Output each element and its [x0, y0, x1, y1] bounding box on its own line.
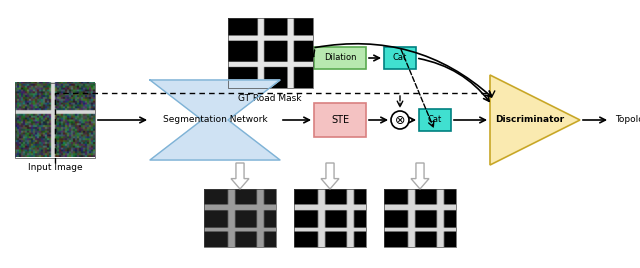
FancyBboxPatch shape — [314, 47, 366, 69]
Text: Cat: Cat — [393, 54, 407, 62]
Polygon shape — [490, 75, 580, 165]
Text: STE: STE — [331, 115, 349, 125]
Polygon shape — [150, 120, 280, 160]
Text: Input Image: Input Image — [28, 163, 83, 173]
Text: GT Road Mask: GT Road Mask — [238, 94, 301, 103]
Text: Topologically Correct?: Topologically Correct? — [615, 116, 640, 125]
Text: Cat: Cat — [428, 116, 442, 125]
FancyBboxPatch shape — [384, 47, 416, 69]
Polygon shape — [231, 163, 249, 189]
Text: ⊗: ⊗ — [395, 114, 405, 126]
Text: Discriminator: Discriminator — [495, 116, 564, 125]
Text: Dilation: Dilation — [324, 54, 356, 62]
Polygon shape — [411, 163, 429, 189]
FancyBboxPatch shape — [419, 109, 451, 131]
Circle shape — [391, 111, 409, 129]
FancyBboxPatch shape — [314, 103, 366, 137]
Text: Segmentation Network: Segmentation Network — [163, 116, 268, 125]
Polygon shape — [150, 80, 280, 120]
Polygon shape — [321, 163, 339, 189]
